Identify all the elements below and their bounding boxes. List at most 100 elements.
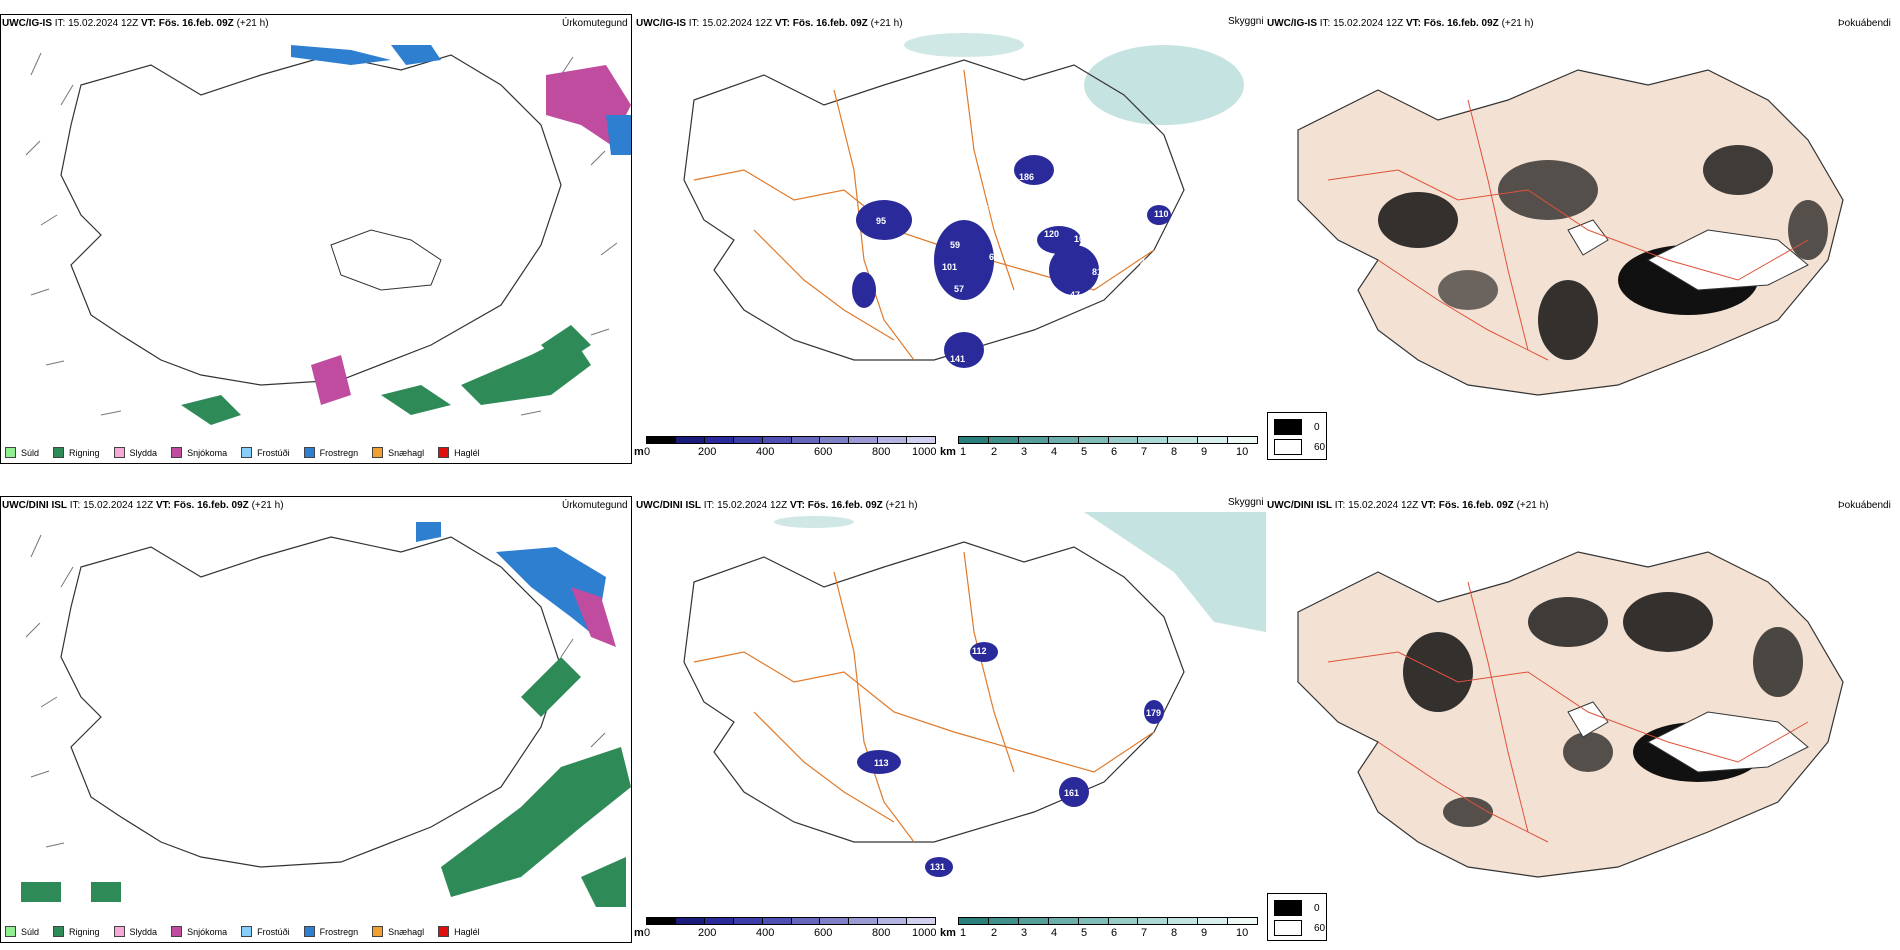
cloud-base-colorbar-row2: m 0 200 400 600 800 1000 bbox=[634, 917, 936, 943]
cloud-label: 95 bbox=[876, 216, 886, 226]
tick: 10 bbox=[1236, 927, 1249, 939]
tick: 6 bbox=[1111, 927, 1118, 939]
cloud-map-row2-canvas: 112 113 161 131 179 bbox=[683, 512, 1266, 877]
fog-title-row1: Þokuábendi bbox=[1838, 18, 1891, 29]
precip-title-row2: Úrkomutegund bbox=[562, 500, 628, 511]
glacier-outline bbox=[330, 229, 442, 291]
fog-legend-label: 60 bbox=[1314, 441, 1326, 453]
cloud-label: 57 bbox=[954, 284, 964, 294]
tick: 7 bbox=[1141, 446, 1148, 458]
tick: 4 bbox=[1051, 927, 1058, 939]
cloud-label: 112 bbox=[972, 646, 987, 656]
cloud-map-row1-canvas: 140 186 110 101 61 86 120 107 92 95 25 5… bbox=[683, 33, 1244, 400]
visibility-haze bbox=[904, 33, 1244, 125]
tick: 800 bbox=[872, 446, 891, 458]
road-network bbox=[693, 551, 1155, 843]
tick: 8 bbox=[1171, 927, 1178, 939]
tick: 2 bbox=[991, 927, 998, 939]
cloud-base-cells bbox=[857, 642, 1164, 877]
cloud-base-values: 112 113 161 131 179 bbox=[874, 646, 1161, 872]
fog-legend-label: 60 bbox=[1314, 922, 1326, 934]
tick: 5 bbox=[1081, 446, 1088, 458]
road-network bbox=[693, 69, 1155, 361]
tick: 7 bbox=[1141, 927, 1148, 939]
cloud-label: 101 bbox=[942, 262, 957, 272]
tick: 200 bbox=[698, 446, 717, 458]
legend-item-snaehagl: Snæhagl bbox=[372, 926, 424, 937]
legend-item-snaehagl: Snæhagl bbox=[372, 447, 424, 458]
tick: 600 bbox=[814, 927, 833, 939]
header-row2-col3: UWC/DINI ISL IT: 15.02.2024 12Z VT: Fös.… bbox=[1267, 500, 1549, 511]
cloud-base-values: 140 186 110 101 61 86 120 107 92 95 25 5… bbox=[876, 132, 1174, 400]
cloud-title-row2: Skyggni bbox=[1228, 497, 1264, 508]
cloud-label: 179 bbox=[1146, 708, 1161, 718]
header-row1-col2: UWC/IG-IS IT: 15.02.2024 12Z VT: Fös. 16… bbox=[636, 18, 903, 29]
fog-legend-row1: 0 60 bbox=[1267, 412, 1327, 460]
fog-roads bbox=[1327, 581, 1809, 843]
cloud-map-row1: 140 186 110 101 61 86 120 107 92 95 25 5… bbox=[634, 30, 1266, 440]
fog-map-row2-canvas bbox=[1297, 551, 1844, 878]
cloud-label: 86 bbox=[979, 204, 989, 214]
fog-map-row2 bbox=[1268, 512, 1900, 902]
cloud-label: 25 bbox=[1140, 257, 1150, 267]
cloud-label: 63 bbox=[938, 390, 948, 400]
cloud-base-strip bbox=[646, 436, 936, 444]
legend-item-haglel: Haglél bbox=[438, 926, 480, 937]
iceland-outline bbox=[683, 541, 1185, 843]
fog-title-row2: Þokuábendi bbox=[1838, 500, 1891, 511]
visibility-strip bbox=[958, 917, 1258, 925]
precip-map-row2-canvas bbox=[21, 522, 631, 907]
cloud-label: 79 bbox=[912, 384, 922, 394]
tick: 200 bbox=[698, 927, 717, 939]
cloud-base-strip bbox=[646, 917, 936, 925]
tick: 5 bbox=[1081, 927, 1088, 939]
tick: 9 bbox=[1201, 446, 1208, 458]
cloud-label: 59 bbox=[950, 240, 960, 250]
iceland-outline bbox=[683, 59, 1185, 361]
cloud-label: 61 bbox=[989, 252, 999, 262]
cloud-base-unit: m bbox=[634, 927, 644, 939]
legend-item-sudd: Súld bbox=[5, 447, 39, 458]
tick: 400 bbox=[756, 446, 775, 458]
cloud-label: 107 bbox=[1074, 234, 1089, 244]
cloud-label: 161 bbox=[1064, 788, 1079, 798]
legend-item-frostregn: Frostregn bbox=[303, 926, 358, 937]
cloud-label: 131 bbox=[930, 862, 945, 872]
iceland-outline bbox=[60, 536, 562, 868]
visibility-unit: km bbox=[940, 446, 956, 458]
tick: 3 bbox=[1021, 446, 1028, 458]
tick: 0 bbox=[644, 927, 651, 939]
tick: 1 bbox=[960, 927, 967, 939]
legend-item-sudd: Súld bbox=[5, 926, 39, 937]
legend-item-frostudi: Frostúði bbox=[241, 926, 290, 937]
precip-map-row1: Súld Rigning Slydda Snjókoma Frostúði Fr… bbox=[0, 14, 632, 464]
cloud-base-unit: m bbox=[634, 446, 644, 458]
visibility-haze bbox=[774, 512, 1266, 632]
precip-title-row1: Úrkomutegund bbox=[562, 18, 628, 29]
fog-roads bbox=[1327, 99, 1809, 361]
legend-item-snjokoma: Snjókoma bbox=[171, 926, 227, 937]
tick: 400 bbox=[756, 927, 775, 939]
tick: 0 bbox=[644, 446, 651, 458]
legend-item-haglel: Haglél bbox=[438, 447, 480, 458]
legend-item-frostregn: Frostregn bbox=[303, 447, 358, 458]
legend-item-slydda: Slydda bbox=[113, 447, 157, 458]
header-row1-col3: UWC/IG-IS IT: 15.02.2024 12Z VT: Fös. 16… bbox=[1267, 18, 1534, 29]
tick: 1000 bbox=[912, 927, 937, 939]
cloud-label: 113 bbox=[874, 758, 889, 768]
iceland-outline bbox=[60, 54, 562, 386]
fog-legend-label: 0 bbox=[1314, 421, 1320, 433]
cloud-label: 110 bbox=[1154, 209, 1169, 219]
cloud-base-colorbar-row1: m 0 200 400 600 800 1000 bbox=[634, 436, 936, 462]
legend-item-rigning: Rigning bbox=[53, 447, 100, 458]
precip-frost-patches bbox=[291, 45, 441, 65]
header-row2-col1: UWC/DINI ISL IT: 15.02.2024 12Z VT: Fös.… bbox=[2, 500, 284, 511]
cloud-label: 47 bbox=[1070, 290, 1080, 300]
fog-map-row1 bbox=[1268, 30, 1900, 420]
precip-map-row2: Súld Rigning Slydda Snjókoma Frostúði Fr… bbox=[0, 496, 632, 943]
cloud-label: 120 bbox=[1044, 229, 1059, 239]
tick: 6 bbox=[1111, 446, 1118, 458]
tick: 1000 bbox=[912, 446, 937, 458]
precip-snow-patches bbox=[416, 522, 616, 647]
legend-item-frostudi: Frostúði bbox=[241, 447, 290, 458]
